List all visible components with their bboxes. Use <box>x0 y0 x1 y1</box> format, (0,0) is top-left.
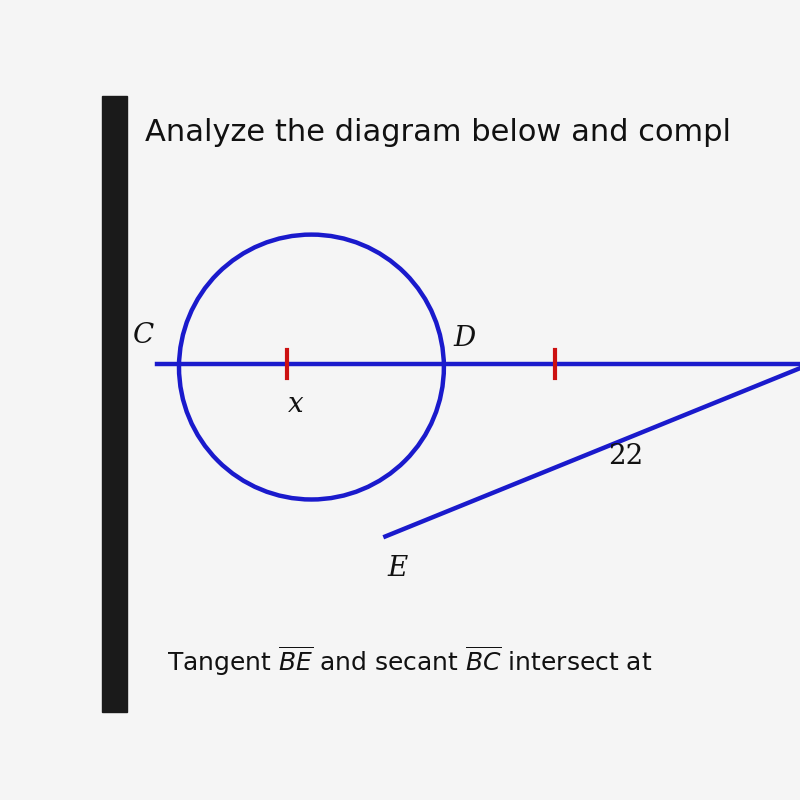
Text: E: E <box>387 555 408 582</box>
Text: C: C <box>133 322 154 349</box>
Text: Tangent $\overline{BE}$ and secant $\overline{BC}$ intersect at: Tangent $\overline{BE}$ and secant $\ove… <box>167 645 653 678</box>
Text: D: D <box>453 325 475 352</box>
Bar <box>102 96 126 712</box>
Text: Analyze the diagram below and compl: Analyze the diagram below and compl <box>145 118 731 146</box>
Text: x: x <box>288 390 304 418</box>
Text: 22: 22 <box>608 443 643 470</box>
